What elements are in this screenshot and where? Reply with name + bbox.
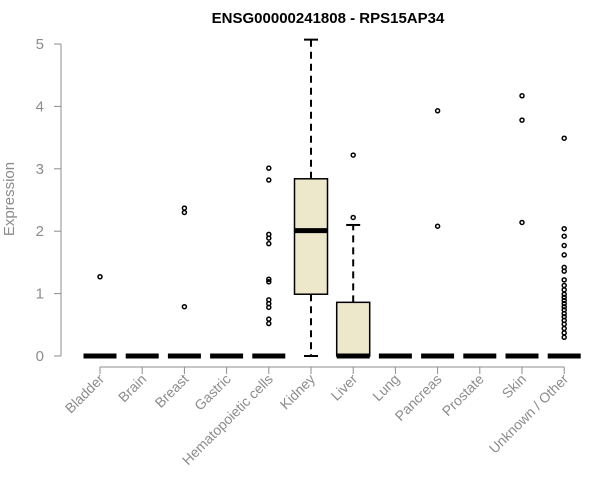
outlier-point xyxy=(561,135,567,141)
outlier-point xyxy=(266,276,272,282)
y-tick-label: 3 xyxy=(36,161,44,178)
outlier-point xyxy=(561,268,567,274)
y-tick-label: 0 xyxy=(36,348,44,365)
box-2 xyxy=(167,205,201,359)
x-tick-label: Kidney xyxy=(277,371,319,413)
x-tick-label: Breast xyxy=(152,371,192,411)
outlier-point xyxy=(97,274,103,280)
outlier-point xyxy=(266,177,272,183)
box-4 xyxy=(252,165,286,359)
x-tick-label: Lung xyxy=(369,371,402,404)
x-tick-label: Bladder xyxy=(62,371,108,417)
box-5 xyxy=(293,38,329,357)
outlier-point xyxy=(266,316,272,322)
outlier-point xyxy=(561,233,567,239)
outlier-point xyxy=(561,325,567,332)
outlier-point xyxy=(561,287,567,293)
outlier-point xyxy=(561,310,567,317)
x-tick-label: Unknown / Other xyxy=(486,371,572,457)
outlier-point xyxy=(561,225,567,232)
outlier-point xyxy=(561,242,567,249)
boxes xyxy=(83,38,581,359)
chart-title: ENSG00000241808 - RPS15AP34 xyxy=(212,10,445,27)
box-11 xyxy=(547,135,581,359)
box-body xyxy=(335,301,371,357)
x-tick-label: Pancreas xyxy=(392,371,445,424)
outlier-point xyxy=(266,320,272,327)
outlier-point xyxy=(561,252,567,258)
box-body xyxy=(293,178,329,295)
outlier-point xyxy=(561,334,567,341)
outlier-point xyxy=(519,219,525,226)
outlier-point xyxy=(181,303,188,310)
outlier-point xyxy=(266,278,272,285)
box-6 xyxy=(335,152,371,359)
x-tick-label: Liver xyxy=(328,371,361,404)
outlier-point xyxy=(561,277,567,283)
outlier-point xyxy=(519,93,525,99)
x-tick-label: Brain xyxy=(115,371,149,405)
outlier-point xyxy=(561,291,567,297)
y-tick-label: 2 xyxy=(36,223,44,240)
y-tick-label: 1 xyxy=(36,286,44,303)
y-tick-label: 4 xyxy=(36,98,44,115)
outlier-point xyxy=(181,205,188,211)
box-10 xyxy=(505,93,539,359)
y-tick-label: 5 xyxy=(36,36,44,53)
y-axis-label: Expression xyxy=(1,162,18,236)
outlier-point xyxy=(266,240,272,247)
box-0 xyxy=(83,274,117,359)
outlier-point xyxy=(434,108,441,114)
outlier-point xyxy=(561,330,567,336)
outlier-point xyxy=(350,214,356,221)
outlier-point xyxy=(181,209,188,216)
x-tick-label: Skin xyxy=(499,371,530,402)
outlier-point xyxy=(266,304,272,311)
outlier-point xyxy=(561,294,567,301)
outlier-point xyxy=(266,165,272,171)
outlier-point xyxy=(350,152,356,158)
outlier-point xyxy=(561,300,567,307)
axes: 0 1 2 3 4 5 xyxy=(36,36,565,374)
outlier-point xyxy=(561,321,567,327)
outlier-point xyxy=(561,282,567,289)
outlier-point xyxy=(561,297,567,304)
box-8 xyxy=(421,108,455,359)
x-tick-label: Prostate xyxy=(439,371,487,419)
outlier-point xyxy=(561,303,567,310)
outlier-point xyxy=(434,223,441,229)
outlier-point xyxy=(266,235,272,241)
outlier-point xyxy=(519,117,525,123)
